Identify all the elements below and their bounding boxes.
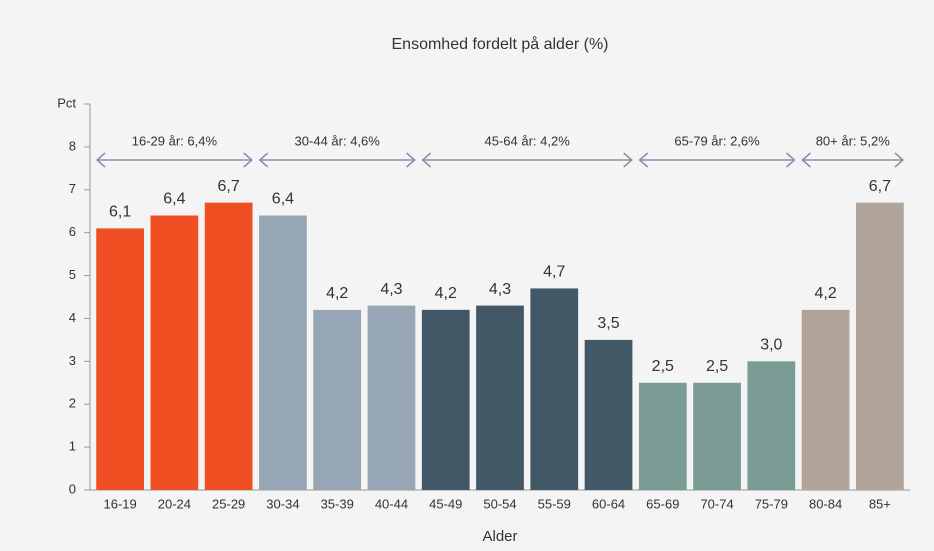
x-tick-label: 55-59	[538, 496, 571, 511]
y-tick-label: 5	[69, 267, 76, 282]
arrow-head	[406, 152, 416, 168]
bar	[204, 202, 253, 490]
x-tick-label: 30-34	[266, 496, 299, 511]
y-tick-label: 3	[69, 353, 76, 368]
y-tick-label: 2	[69, 396, 76, 411]
value-label: 4,3	[380, 281, 402, 298]
value-label: 4,3	[489, 281, 511, 298]
x-tick-label: 25-29	[212, 496, 245, 511]
group-label: 30-44 år: 4,6%	[295, 133, 381, 148]
value-label: 6,7	[869, 178, 891, 195]
bar	[638, 382, 687, 490]
group-label: 80+ år: 5,2%	[816, 133, 891, 148]
arrow-head	[243, 152, 253, 168]
bar	[367, 305, 416, 490]
x-tick-label: 85+	[869, 496, 891, 511]
bar	[584, 339, 633, 490]
x-tick-label: 60-64	[592, 496, 625, 511]
arrow-head	[785, 152, 796, 168]
group-label: 45-64 år: 4,2%	[484, 133, 570, 148]
arrow-head	[421, 152, 432, 168]
value-label: 4,2	[814, 285, 836, 302]
y-tick-label: 0	[69, 481, 76, 496]
bar	[530, 288, 579, 490]
y-tick-label: 7	[69, 181, 76, 196]
y-tick-label: Pct	[57, 95, 76, 110]
arrow-head	[623, 152, 633, 168]
arrow-head	[258, 152, 269, 168]
x-tick-label: 45-49	[429, 496, 462, 511]
x-tick-label: 50-54	[483, 496, 516, 511]
chart-title: Ensomhed fordelt på alder (%)	[392, 35, 609, 53]
arrow-head	[894, 152, 905, 168]
y-tick-label: 6	[69, 224, 76, 239]
arrow-head	[801, 152, 811, 168]
x-tick-label: 40-44	[375, 496, 408, 511]
bar	[476, 305, 524, 490]
x-tick-label: 70-74	[700, 496, 733, 511]
bar	[313, 309, 362, 490]
bar	[96, 228, 145, 490]
bar	[259, 215, 307, 490]
x-tick-label: 16-19	[104, 496, 137, 511]
value-label: 3,5	[597, 315, 619, 332]
y-tick-label: 1	[69, 439, 76, 454]
value-label: 3,0	[760, 337, 782, 354]
value-label: 4,7	[543, 264, 565, 281]
value-label: 2,5	[652, 358, 674, 375]
bar	[150, 215, 199, 490]
bar	[747, 361, 796, 490]
x-tick-label: 20-24	[158, 496, 191, 511]
value-label: 4,2	[435, 285, 457, 302]
value-label: 4,2	[326, 285, 348, 302]
arrow-head	[95, 152, 106, 168]
value-label: 6,4	[163, 191, 185, 208]
value-label: 6,1	[109, 204, 131, 221]
x-tick-label: 80-84	[809, 496, 842, 511]
bar	[693, 382, 741, 490]
value-label: 6,7	[218, 178, 240, 195]
value-label: 2,5	[706, 358, 728, 375]
bar	[855, 202, 904, 490]
x-tick-label: 75-79	[755, 496, 788, 511]
y-tick-label: 4	[69, 310, 76, 325]
x-tick-label: 35-39	[321, 496, 354, 511]
y-tick-label: 8	[69, 138, 76, 153]
bar	[801, 309, 850, 490]
arrow-head	[638, 152, 649, 168]
x-tick-label: 65-69	[646, 496, 679, 511]
group-label: 65-79 år: 2,6%	[674, 133, 760, 148]
x-axis-label: Alder	[482, 528, 517, 545]
group-label: 16-29 år: 6,4%	[132, 133, 218, 148]
value-label: 6,4	[272, 191, 294, 208]
bar	[421, 309, 470, 490]
